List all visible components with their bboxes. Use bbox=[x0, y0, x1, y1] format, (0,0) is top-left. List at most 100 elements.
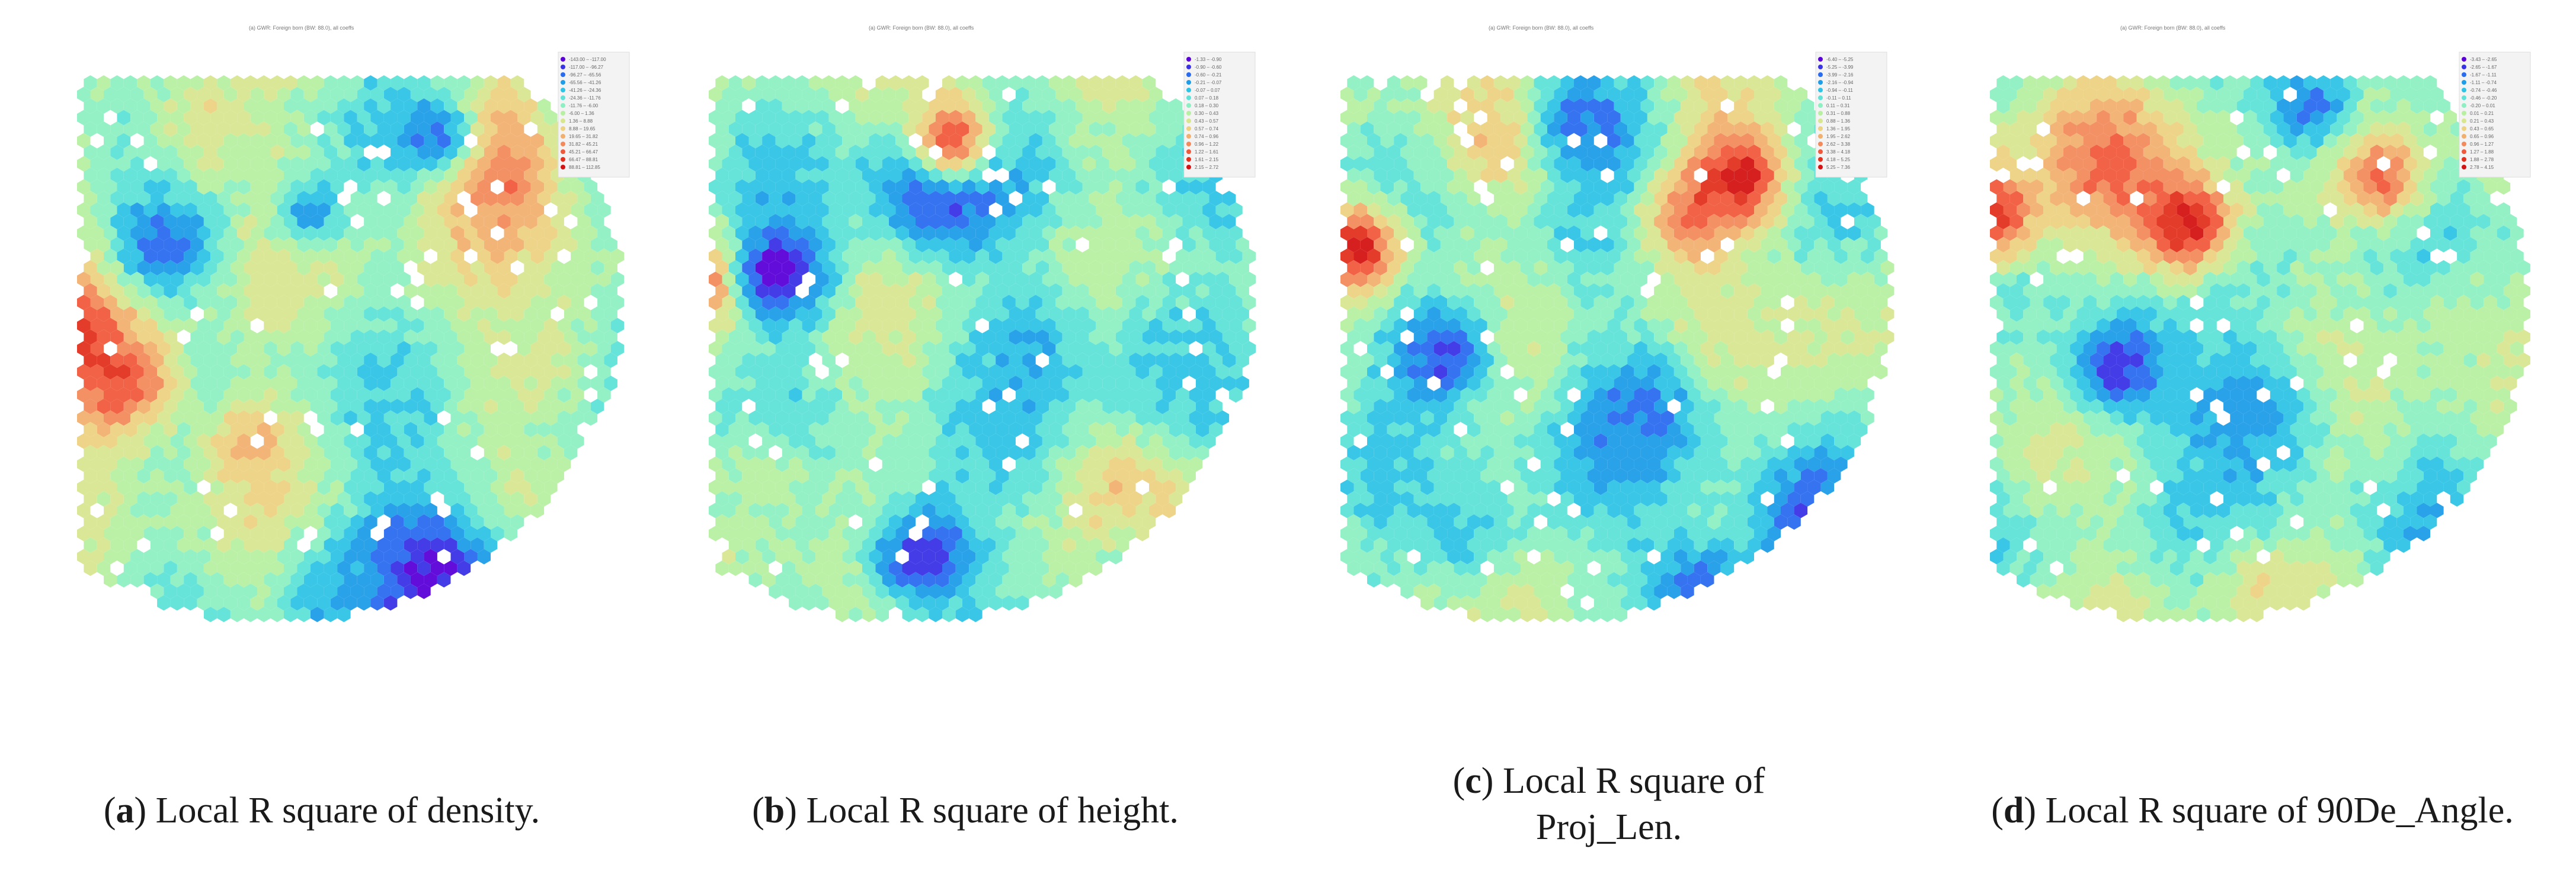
hex-cell bbox=[437, 387, 451, 403]
hex-cell bbox=[1440, 353, 1454, 368]
hex-cell bbox=[869, 248, 882, 264]
hex-cell bbox=[1647, 364, 1661, 380]
hex-cell bbox=[1109, 341, 1122, 357]
hex-cell bbox=[250, 572, 264, 588]
hex-cell bbox=[975, 549, 989, 565]
hex-cell bbox=[1767, 410, 1781, 426]
hex-cell bbox=[1162, 110, 1176, 126]
hex-cell bbox=[197, 341, 211, 357]
hex-cell bbox=[290, 133, 304, 149]
hex-cell bbox=[815, 410, 829, 426]
hex-cell bbox=[1195, 353, 1209, 368]
hex-cell bbox=[324, 584, 338, 599]
hex-cell bbox=[935, 479, 949, 495]
hex-cell bbox=[929, 468, 942, 483]
hex-cell bbox=[1547, 514, 1561, 530]
hex-cell bbox=[1874, 271, 1888, 287]
hex-cell bbox=[1794, 341, 1808, 357]
hex-cell bbox=[1353, 87, 1367, 103]
hex-cell bbox=[1089, 306, 1103, 322]
hex-cell bbox=[1513, 549, 1528, 565]
hex-cell bbox=[77, 526, 91, 542]
hex-cell bbox=[1420, 248, 1434, 264]
hex-cell bbox=[290, 248, 304, 264]
hex-cell bbox=[444, 121, 457, 137]
hex-cell bbox=[882, 271, 896, 287]
hex-cell bbox=[922, 156, 936, 172]
hex-cell bbox=[303, 87, 318, 103]
hex-cell bbox=[290, 572, 304, 588]
hex-cell bbox=[775, 248, 789, 264]
hex-cell bbox=[1135, 202, 1149, 218]
hex-cell bbox=[1055, 133, 1069, 149]
hex-cell bbox=[715, 399, 729, 414]
hex-cell bbox=[1673, 156, 1688, 172]
hex-cell bbox=[1115, 191, 1129, 206]
hex-cell bbox=[524, 145, 537, 160]
hex-cell bbox=[497, 145, 511, 160]
hex-cell bbox=[1694, 399, 1708, 414]
hex-cell bbox=[1560, 168, 1574, 183]
hex-cell bbox=[1015, 156, 1029, 172]
hex-cell bbox=[1714, 456, 1727, 472]
hex-cell bbox=[1720, 445, 1735, 460]
hex-cell bbox=[110, 353, 124, 368]
hex-cell bbox=[1340, 87, 1354, 103]
hex-cell bbox=[203, 607, 217, 622]
hex-cell bbox=[1647, 456, 1661, 472]
hex-cell bbox=[789, 549, 802, 565]
hex-cell bbox=[210, 87, 224, 103]
hex-cell bbox=[150, 491, 164, 507]
legend-swatch bbox=[1186, 149, 1191, 154]
hex-cell bbox=[789, 133, 802, 149]
hex-cell bbox=[143, 248, 158, 264]
hex-cell bbox=[424, 110, 437, 126]
hex-cell bbox=[996, 98, 1009, 114]
hex-cell bbox=[164, 353, 177, 368]
hex-cell bbox=[949, 502, 962, 518]
hex-cell bbox=[789, 202, 802, 218]
hex-cell bbox=[1667, 214, 1681, 229]
hex-cell bbox=[1754, 179, 1768, 195]
hex-cell bbox=[955, 260, 969, 276]
hex-cell bbox=[1754, 341, 1768, 357]
hex-cell bbox=[130, 387, 144, 403]
hex-cell bbox=[889, 353, 903, 368]
hex-cell bbox=[735, 202, 749, 218]
hex-cell bbox=[184, 225, 197, 241]
hex-cell bbox=[1687, 87, 1701, 103]
hex-cell bbox=[1781, 479, 1794, 495]
hex-cell bbox=[1487, 549, 1501, 565]
hex-cell bbox=[1353, 410, 1367, 426]
hex-cell bbox=[484, 399, 498, 414]
hex-cell bbox=[417, 214, 431, 229]
hex-cell bbox=[769, 329, 782, 345]
hex-cell bbox=[537, 283, 551, 299]
hex-cell bbox=[1820, 410, 1835, 426]
hex-cell bbox=[1068, 225, 1083, 241]
hex-cell bbox=[330, 294, 344, 310]
hex-cell bbox=[1209, 329, 1223, 345]
hex-cell bbox=[177, 399, 191, 414]
hex-cell bbox=[324, 260, 338, 276]
hex-cell bbox=[1447, 271, 1461, 287]
hex-cell bbox=[551, 283, 564, 299]
hex-cell bbox=[1474, 456, 1487, 472]
hex-cell bbox=[237, 433, 251, 449]
hex-cell bbox=[537, 422, 551, 437]
hex-cell bbox=[410, 387, 424, 403]
hex-cell bbox=[1861, 271, 1874, 287]
hex-cell bbox=[849, 260, 862, 276]
hex-cell bbox=[170, 156, 184, 172]
hex-cell bbox=[1156, 376, 1169, 391]
hex-cell bbox=[1534, 584, 1547, 599]
hex-cell bbox=[383, 595, 398, 611]
hex-cell bbox=[808, 283, 823, 299]
hex-cell bbox=[97, 445, 111, 460]
hex-cell bbox=[391, 514, 404, 530]
hex-cell bbox=[1353, 318, 1367, 334]
hex-cell bbox=[1614, 237, 1628, 252]
hex-cell bbox=[775, 526, 789, 542]
hex-cell bbox=[457, 237, 471, 252]
hex-cell bbox=[1681, 422, 1694, 437]
